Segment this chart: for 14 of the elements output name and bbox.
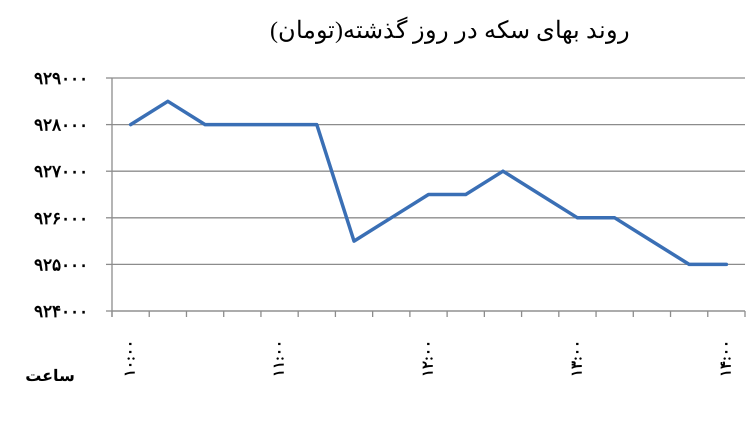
line-series	[128, 100, 728, 266]
y-tick-label: ۹۲۶۰۰۰	[34, 208, 88, 228]
y-tick-label: ۹۲۷۰۰۰	[34, 162, 88, 182]
x-tick-label: ۱۱:۰۰	[272, 340, 288, 377]
y-tick-label: ۹۲۵۰۰۰	[34, 255, 88, 274]
y-tick-label: ۹۲۹۰۰۰	[34, 69, 88, 88]
x-tick-label: ۱۲:۰۰	[420, 340, 436, 377]
chart-title: روند بهای سکه در روز گذشته(تومان)	[270, 16, 630, 44]
x-tick-label: ۱۳:۰۰	[569, 340, 586, 377]
x-tick-label: ۱۴:۰۰	[718, 340, 734, 377]
y-tick-label: ۹۲۸۰۰۰	[34, 116, 88, 135]
x-axis-title: ساعت	[25, 368, 75, 385]
x-tick-label: ۱۰:۰۰	[122, 340, 139, 377]
y-tick-label: ۹۲۴۰۰۰	[34, 302, 88, 321]
